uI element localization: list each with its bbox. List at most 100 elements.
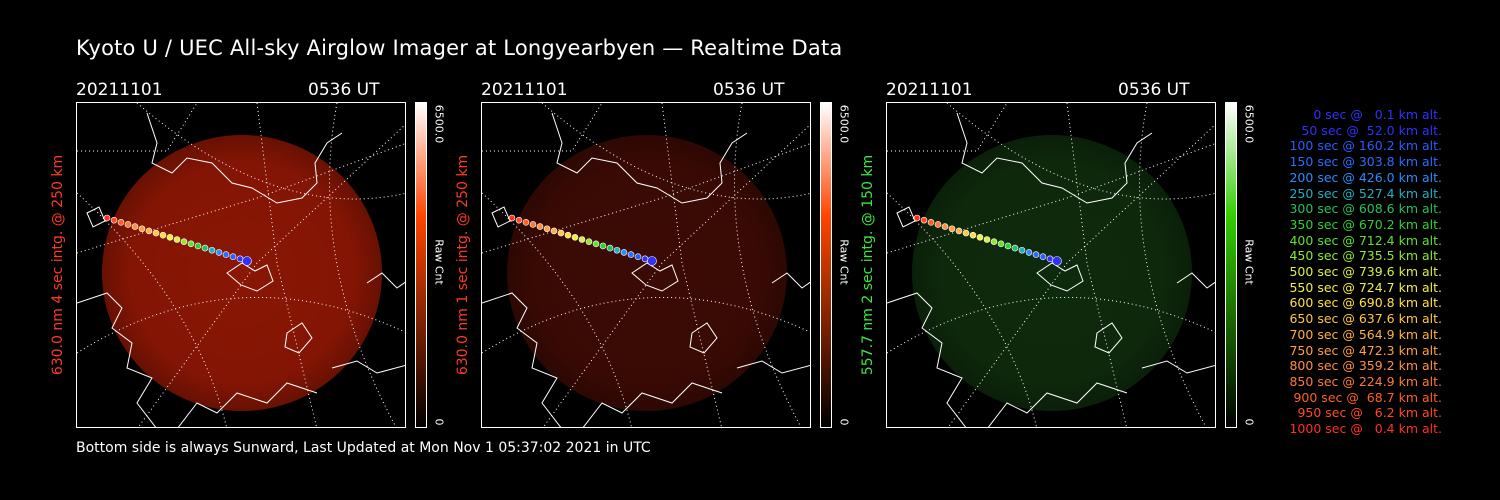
trajectory-point xyxy=(508,214,516,222)
allsky-image xyxy=(76,102,406,428)
trajectory-point xyxy=(913,214,921,222)
legend-entry: 150 sec @ 303.8 km alt. xyxy=(1289,154,1442,170)
trajectory-point xyxy=(969,231,977,239)
trajectory-point xyxy=(920,216,928,224)
colorbar-min: 0 xyxy=(837,418,851,426)
trajectory-point xyxy=(1032,251,1040,258)
legend-entry: 650 sec @ 637.6 km alt. xyxy=(1289,311,1442,327)
trajectory-legend: 0 sec @ 0.1 km alt. 50 sec @ 52.0 km alt.… xyxy=(1262,107,1442,437)
panel-ylabel-text: 630.0 nm 1 sec intg. @ 250 km xyxy=(455,154,471,376)
colorbar-labels: 6500.0 Raw Cnt 0 xyxy=(836,102,852,428)
trajectory-point xyxy=(536,223,544,230)
trajectory-point xyxy=(515,216,523,224)
legend-entry: 350 sec @ 670.2 km alt. xyxy=(1289,216,1442,232)
trajectory-point xyxy=(242,256,252,266)
panel-ylabel-text: 557.7 nm 2 sec intg. @ 150 km xyxy=(860,154,876,376)
trajectory-point xyxy=(187,240,195,248)
trajectory-point xyxy=(131,223,139,230)
allsky-map xyxy=(482,103,810,427)
trajectory-point xyxy=(634,253,642,260)
panel-date: 20211101 xyxy=(886,80,973,100)
colorbar-max: 6500.0 xyxy=(432,104,446,144)
panel-ylabel-text: 630.0 nm 4 sec intg. @ 250 km xyxy=(50,154,66,376)
trajectory-point xyxy=(934,221,942,228)
trajectory-point xyxy=(606,244,614,252)
panel-time: 0536 UT xyxy=(308,80,380,100)
trajectory-point xyxy=(1025,249,1033,256)
trajectory-point xyxy=(222,251,230,258)
trajectory-point xyxy=(647,256,657,266)
allsky-image xyxy=(886,102,1216,428)
trajectory-point xyxy=(627,251,635,258)
trajectory-point xyxy=(557,229,565,237)
legend-entry: 850 sec @ 224.9 km alt. xyxy=(1289,373,1442,389)
trajectory-point xyxy=(152,229,160,237)
trajectory-point xyxy=(529,221,537,228)
trajectory-point xyxy=(1018,246,1026,254)
legend-entry: 200 sec @ 426.0 km alt. xyxy=(1289,169,1442,185)
trajectory xyxy=(508,214,657,266)
colorbar-labels: 6500.0 Raw Cnt 0 xyxy=(1241,102,1257,428)
trajectory-point xyxy=(110,216,118,224)
trajectory xyxy=(913,214,1062,266)
trajectory-point xyxy=(522,219,530,226)
colorbar xyxy=(820,102,832,428)
airglow-panel-2: 20211101 0536 UT 630.0 nm 1 sec intg. @ 25… xyxy=(455,78,851,430)
legend-entry: 950 sec @ 6.2 km alt. xyxy=(1297,405,1442,421)
trajectory-point xyxy=(1011,244,1019,252)
trajectory-point xyxy=(229,253,237,260)
trajectory-point xyxy=(1039,253,1047,260)
airglow-panel-3: 20211101 0536 UT 557.7 nm 2 sec intg. @ 15… xyxy=(860,78,1256,430)
trajectory-point xyxy=(138,225,146,233)
coastlines xyxy=(482,112,810,427)
lat-lon-grid xyxy=(887,103,1215,427)
trajectory-point xyxy=(976,234,984,241)
airglow-disc xyxy=(507,135,787,411)
trajectory-point xyxy=(236,255,244,263)
legend-entry: 400 sec @ 712.4 km alt. xyxy=(1289,232,1442,248)
lat-lon-grid xyxy=(482,103,810,427)
airglow-disc xyxy=(102,135,382,411)
colorbar xyxy=(1225,102,1237,428)
colorbar xyxy=(415,102,427,428)
footer-status: Bottom side is always Sunward, Last Upda… xyxy=(76,440,651,456)
legend-entry: 900 sec @ 68.7 km alt. xyxy=(1293,389,1442,405)
trajectory-point xyxy=(585,238,593,245)
coastlines xyxy=(887,112,1215,427)
legend-entry: 450 sec @ 735.5 km alt. xyxy=(1289,248,1442,264)
trajectory-point xyxy=(550,227,558,235)
trajectory-point xyxy=(983,236,991,243)
page-title: Kyoto U / UEC All-sky Airglow Imager at … xyxy=(76,36,843,60)
lat-lon-grid xyxy=(77,103,405,427)
trajectory-point xyxy=(543,225,551,233)
legend-entry: 300 sec @ 608.6 km alt. xyxy=(1289,201,1442,217)
legend-entry: 500 sec @ 739.6 km alt. xyxy=(1289,264,1442,280)
trajectory-point xyxy=(962,229,970,237)
trajectory-point xyxy=(124,221,132,228)
legend-entry: 800 sec @ 359.2 km alt. xyxy=(1289,358,1442,374)
trajectory-point xyxy=(117,219,125,226)
panel-date: 20211101 xyxy=(481,80,568,100)
trajectory-point xyxy=(599,242,607,250)
trajectory-point xyxy=(166,234,174,241)
trajectory-point xyxy=(927,219,935,226)
trajectory-point xyxy=(215,249,223,256)
trajectory-point xyxy=(201,244,209,252)
colorbar-label: Raw Cnt xyxy=(837,239,851,285)
trajectory-point xyxy=(613,246,621,254)
trajectory-point xyxy=(571,234,579,241)
trajectory-point xyxy=(173,236,181,243)
legend-entry: 700 sec @ 564.9 km alt. xyxy=(1289,326,1442,342)
colorbar-max: 6500.0 xyxy=(837,104,851,144)
trajectory-point xyxy=(1052,256,1062,266)
trajectory-point xyxy=(990,238,998,245)
allsky-map xyxy=(77,103,405,427)
legend-entry: 600 sec @ 690.8 km alt. xyxy=(1289,295,1442,311)
trajectory-point xyxy=(208,246,216,254)
legend-entry: 550 sec @ 724.7 km alt. xyxy=(1289,279,1442,295)
trajectory-point xyxy=(103,214,111,222)
legend-entry: 0 sec @ 0.1 km alt. xyxy=(1313,107,1442,122)
colorbar-min: 0 xyxy=(1242,418,1256,426)
trajectory-point xyxy=(180,238,188,245)
trajectory-point xyxy=(194,242,202,250)
